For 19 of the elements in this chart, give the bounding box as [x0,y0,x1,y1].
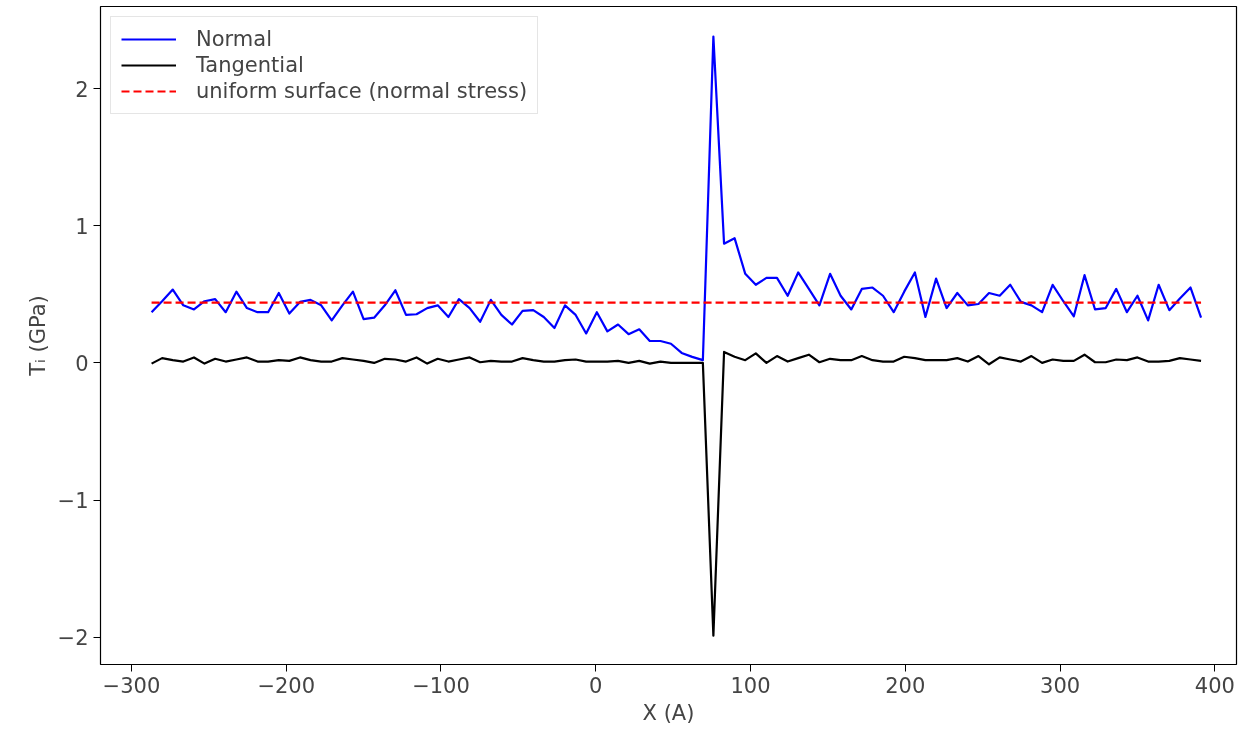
y-tick-label: −1 [57,489,89,513]
x-tick-label: 300 [1040,673,1081,698]
x-tick-label: 400 [1194,673,1235,698]
x-tick-label: −200 [257,673,316,698]
legend-label: uniform surface (normal stress) [196,79,528,103]
x-tick-label: 200 [885,673,926,698]
y-tick-label: −2 [57,626,89,651]
y-tick-label: 2 [75,77,89,102]
y-axis-title: Tᵢ (GPa) [25,295,50,377]
x-axis-title: X (A) [642,700,695,725]
legend-label: Tangential [196,53,304,77]
y-tick-label: 1 [75,214,89,239]
x-tick-label: 100 [730,673,771,698]
x-tick-label: −100 [412,673,470,698]
x-tick-label: 0 [589,673,603,698]
x-tick-label: −300 [102,673,161,698]
legend-label: Normal [196,27,272,51]
y-tick-label: 0 [75,351,89,376]
line-series [150,350,1203,637]
